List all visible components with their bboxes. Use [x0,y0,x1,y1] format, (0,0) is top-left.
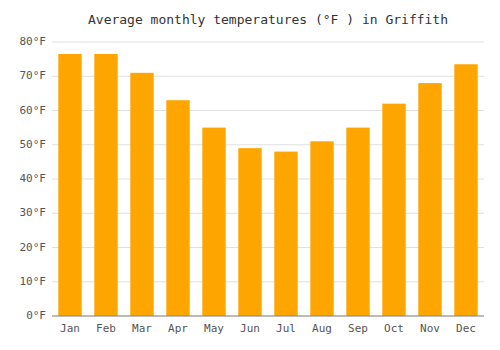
x-tick-label: Feb [96,322,116,335]
x-tick-label: Dec [456,322,476,335]
grid-line [52,316,484,317]
bar [238,148,261,316]
x-tick-label: Nov [420,322,440,335]
bar [310,141,333,316]
y-tick-label: 50°F [20,138,47,151]
x-tick-label: Oct [384,322,404,335]
y-tick-label: 80°F [20,35,47,48]
bar [346,128,369,316]
chart-container: Average monthly temperatures (°F ) in Gr… [0,0,500,350]
x-tick-label: May [204,322,224,335]
x-tick-label: Aug [312,322,332,335]
bar [382,104,405,316]
x-tick-label: Sep [348,322,368,335]
bar [58,54,81,316]
x-axis-line [52,316,484,317]
chart-title: Average monthly temperatures (°F ) in Gr… [88,12,448,27]
y-tick-label: 10°F [20,275,47,288]
y-tick-label: 40°F [20,172,47,185]
chart-svg: Average monthly temperatures (°F ) in Gr… [0,0,500,350]
bar [454,64,477,316]
x-tick-label: Jun [240,322,260,335]
x-tick-label: Mar [132,322,152,335]
bars [58,54,477,316]
bar [130,73,153,316]
y-tick-label: 30°F [20,206,47,219]
x-tick-label: Jan [60,322,80,335]
y-axis: 0°F 10°F 20°F 30°F 40°F 50°F 60°F 70°F 80°F [20,35,485,322]
bar [418,83,441,316]
y-tick-label: 0°F [26,309,46,322]
y-tick-label: 20°F [20,241,47,254]
bar [274,152,297,316]
y-tick-label: 70°F [20,69,47,82]
x-tick-label: Apr [168,322,188,335]
bar [202,128,225,316]
y-tick-label: 60°F [20,104,47,117]
bar [94,54,117,316]
x-tick-label: Jul [276,322,296,335]
grid-line [52,42,484,43]
bar [166,100,189,316]
x-axis: Jan Feb Mar Apr May Jun Jul Aug Sep Oct Nov Dec [60,322,476,335]
